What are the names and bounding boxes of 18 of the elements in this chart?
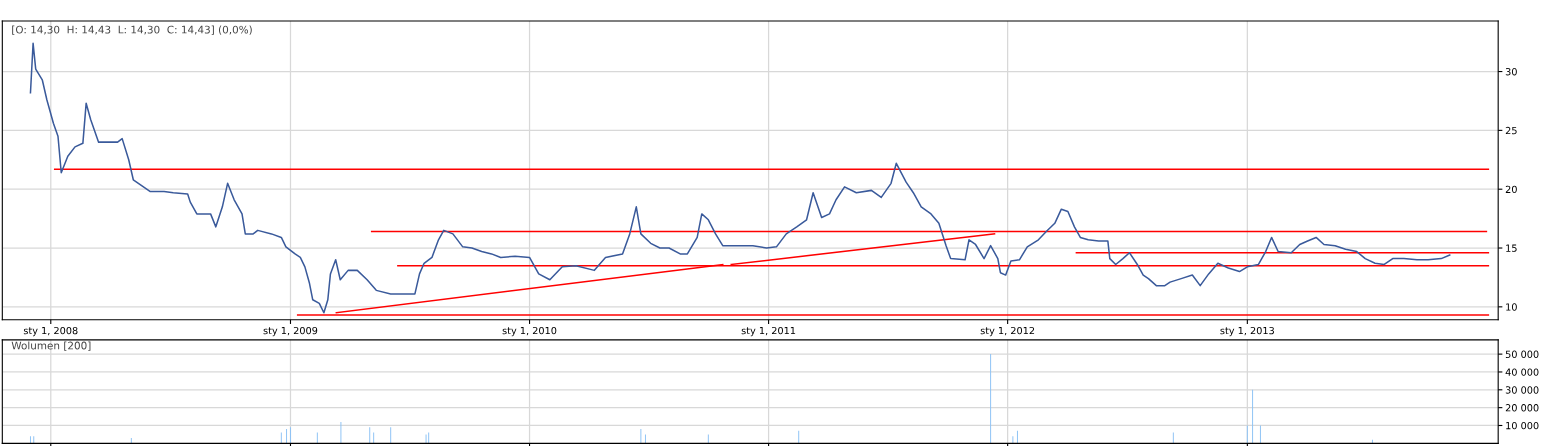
x-tick-label: sty 1, 2008 (23, 326, 78, 337)
y-tick-label: 30 000 (1505, 386, 1539, 394)
y-tick-label: 40 000 (1505, 368, 1539, 376)
y-tick-label: 25 (1505, 126, 1517, 135)
y-tick-label: 20 (1505, 185, 1517, 194)
y-tick-label: 10 000 (1506, 421, 1539, 430)
x-tick-label: sty 1, 2009 (263, 326, 318, 337)
y-tick-label: 10 (1506, 303, 1517, 311)
x-tick-label: sty 1, 2012 (980, 326, 1035, 337)
y-tick-label: 20 000 (1505, 404, 1539, 412)
x-tick-label: sty 1, 2013 (1220, 326, 1274, 337)
y-tick-label: 15 (1506, 244, 1517, 252)
y-tick-label: 50 000 (1505, 350, 1539, 358)
annotation: [O: 14,30 H: 14,43 L: 14,30 C: 14,43] (0,0%) (12, 25, 252, 35)
x-tick-label: sty 1, 2011 (741, 326, 796, 337)
x-tick-label: sty 1, 2010 (502, 326, 557, 337)
y-tick-label: 30 (1505, 68, 1517, 76)
annotation: Wolumen [200] (11, 341, 91, 351)
